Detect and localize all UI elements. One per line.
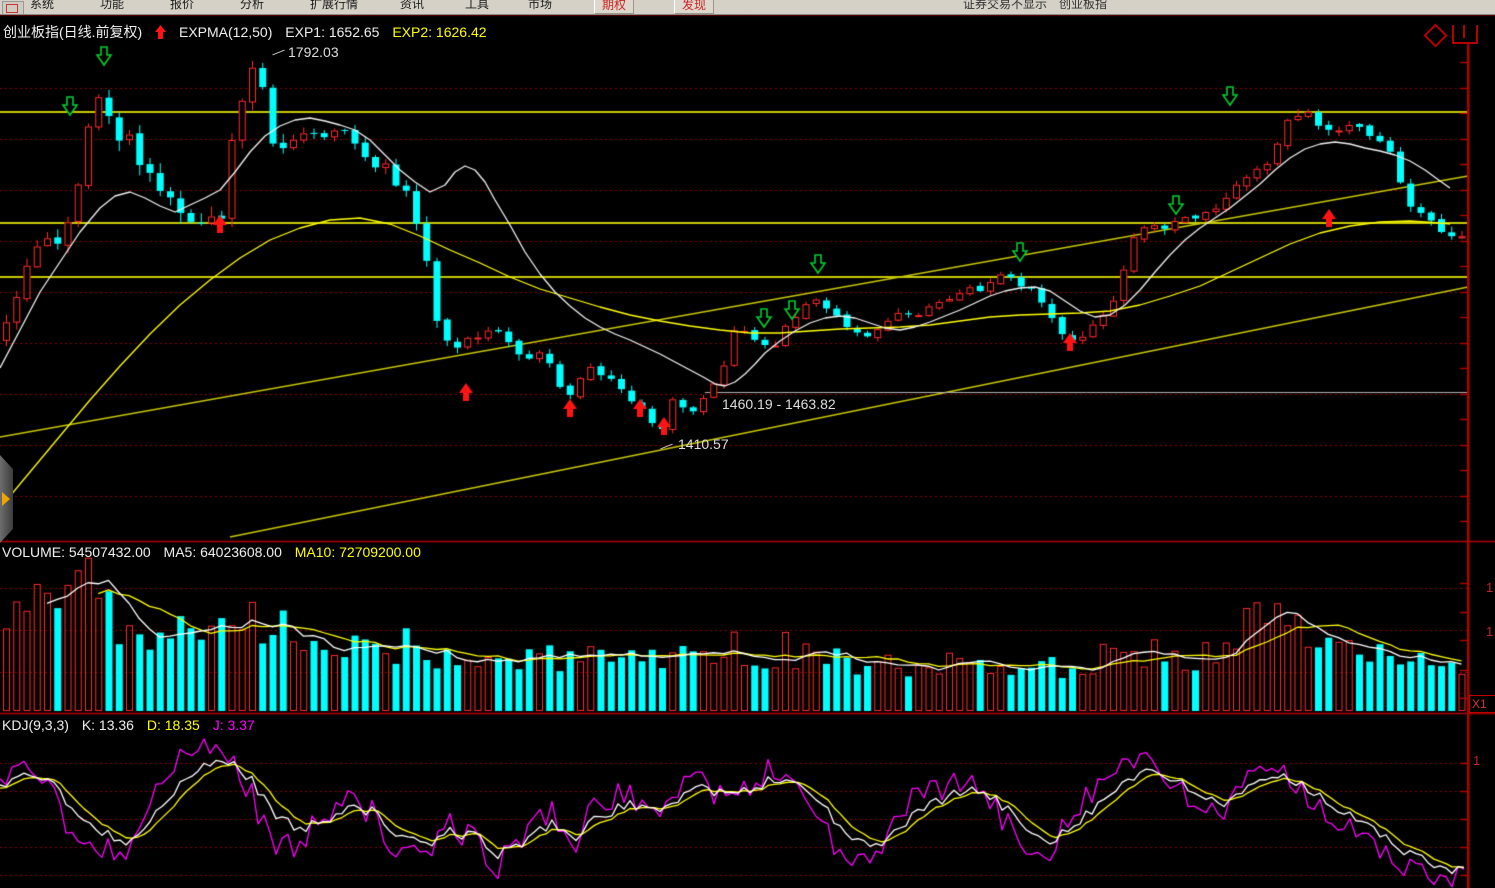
volume-ma5-value: MA5: 64023608.00 [163, 544, 282, 560]
menu-item-system[interactable]: 系统 [30, 0, 55, 11]
kdj-j-value: J: 3.37 [212, 717, 255, 733]
menu-item-news[interactable]: 资讯 [400, 0, 425, 11]
menu-item-market[interactable]: 市场 [528, 0, 553, 11]
expand-arrow-icon [2, 492, 10, 506]
volume-pane-header: VOLUME: 54507432.00 MA5: 64023608.00 MA1… [2, 544, 421, 560]
kdj-pane-header: KDJ(9,3,3) K: 13.36 D: 18.35 J: 3.37 [2, 717, 255, 733]
menubar: 系统 功能 报价 分析 扩展行情 资讯 工具 市场 期权 发现 证券交易不显示 … [0, 0, 1495, 15]
annotation-high: 1792.03 [288, 44, 339, 60]
period-badge[interactable]: X1 [1469, 695, 1495, 713]
buy-signal-arrow-icon [155, 24, 167, 40]
kdj-d-value: D: 18.35 [146, 717, 200, 733]
annotation-gap: 1460.19 - 1463.82 [722, 396, 836, 412]
main-chart-header: 创业板指(日线.前复权) EXPMA(12,50) EXP1: 1652.65 … [3, 22, 487, 42]
sidebar-collapse-handle[interactable] [0, 455, 13, 543]
annotation-low: 1410.57 [678, 436, 729, 452]
menu-item-tools[interactable]: 工具 [465, 0, 490, 11]
split-window-icon[interactable] [1452, 25, 1478, 44]
axis-scale-partial-label: 1 [1473, 753, 1481, 768]
chart-title: 创业板指(日线.前复权) [3, 24, 143, 40]
axis-scale-partial-label: 1 [1486, 624, 1494, 639]
menu-item-analysis[interactable]: 分析 [240, 0, 265, 11]
kdj-indicator-label: KDJ(9,3,3) [2, 717, 69, 733]
kdj-k-value: K: 13.36 [81, 717, 134, 733]
expma-indicator-label: EXPMA(12,50) [179, 24, 273, 40]
axis-scale-partial-label: 1 [1486, 580, 1494, 595]
volume-ma10-value: MA10: 72709200.00 [294, 544, 421, 560]
app-logo-icon[interactable] [2, 1, 24, 14]
menu-item-extended-quotes[interactable]: 扩展行情 [310, 0, 359, 11]
exp2-value: EXP2: 1626.42 [392, 24, 487, 40]
menu-item-quotes[interactable]: 报价 [170, 0, 195, 11]
exp1-value: EXP1: 1652.65 [285, 24, 380, 40]
hot-button-options[interactable]: 期权 [594, 0, 635, 14]
menu-item-function[interactable]: 功能 [100, 0, 125, 11]
volume-value: VOLUME: 54507432.00 [2, 544, 151, 560]
hot-button-discover[interactable]: 发现 [674, 0, 715, 14]
menubar-right-text: 证券交易不显示 创业板指 [963, 0, 1108, 11]
